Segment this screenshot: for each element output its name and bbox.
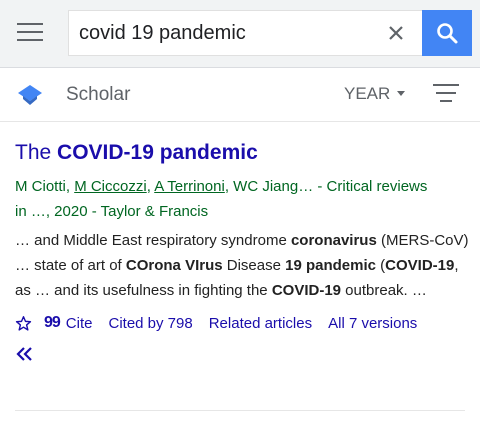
title-bold: COVID-19 pandemic — [57, 141, 258, 164]
author-link-3[interactable]: A Terrinoni — [154, 178, 225, 195]
search-box — [68, 10, 422, 56]
related-articles-link[interactable]: Related articles — [208, 314, 313, 332]
result-divider — [15, 410, 465, 411]
clear-search-button[interactable] — [381, 11, 411, 55]
year-label: YEAR — [344, 84, 391, 103]
top-bar — [0, 0, 480, 68]
scholar-label[interactable]: Scholar — [66, 84, 131, 105]
magnifier-icon — [437, 23, 458, 44]
result-snippet: … and Middle East respiratory syndrome c… — [15, 232, 469, 299]
author-4: WC Jiang — [233, 178, 299, 195]
year-dropdown[interactable]: YEAR — [344, 84, 406, 104]
close-icon — [389, 26, 403, 40]
quote-icon[interactable]: 99 — [44, 314, 61, 331]
cite-link[interactable]: Cite — [65, 314, 93, 332]
author-1: M Ciotti — [15, 178, 66, 195]
scholar-cap-icon[interactable] — [17, 84, 43, 106]
search-input[interactable] — [69, 11, 369, 55]
double-chevron-icon[interactable] — [15, 346, 35, 362]
filter-lines-icon[interactable] — [433, 84, 459, 104]
caret-down-icon — [397, 91, 406, 97]
search-result: The COVID-19 pandemic M Ciotti, M Ciccoz… — [15, 138, 475, 367]
result-title[interactable]: The COVID-19 pandemic — [15, 138, 475, 168]
star-outline-icon[interactable] — [15, 315, 32, 332]
title-prefix: The — [15, 141, 58, 164]
sub-header: Scholar YEAR — [0, 68, 480, 122]
hamburger-menu-icon[interactable] — [17, 23, 43, 43]
source-line2: in …, 2020 - Taylor & Francis — [15, 203, 209, 220]
cited-by-link[interactable]: Cited by 798 — [108, 314, 193, 332]
source-line1: … - Critical reviews — [298, 178, 428, 195]
result-actions: 99 Cite Cited by 798 Related articles Al… — [15, 312, 475, 334]
result-meta: M Ciotti, M Ciccozzi, A Terrinoni, WC Ji… — [15, 178, 428, 220]
search-button[interactable] — [422, 10, 472, 56]
author-link-2[interactable]: M Ciccozzi — [74, 178, 147, 195]
all-versions-link[interactable]: All 7 versions — [328, 314, 418, 332]
